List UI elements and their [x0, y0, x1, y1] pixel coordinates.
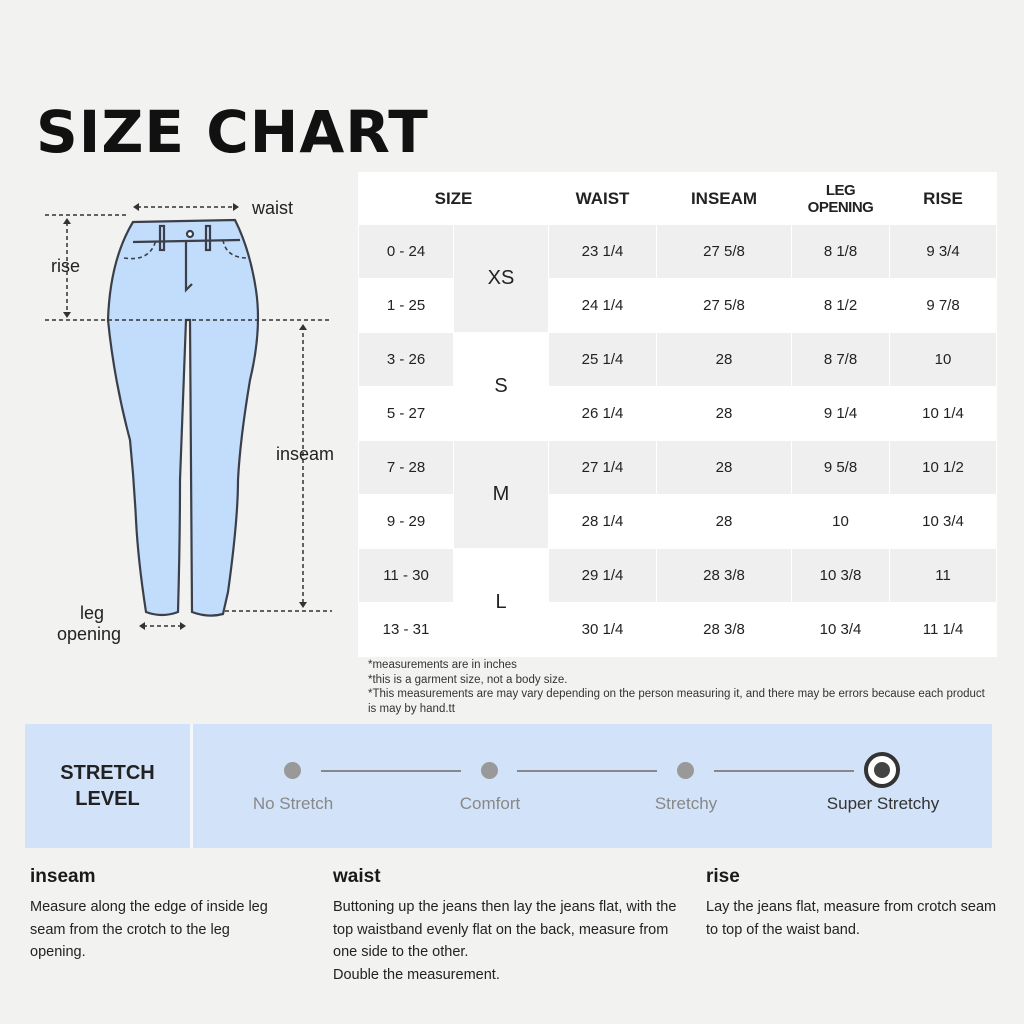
cell-leg-opening: 10 3/4 [791, 602, 891, 657]
cell-waist: 24 1/4 [548, 278, 658, 333]
cell-waist: 29 1/4 [548, 548, 658, 603]
header-leg-opening: LEG OPENING [791, 172, 891, 225]
table-row: 3 - 26 S 25 1/4 28 8 7/8 10 [358, 332, 998, 441]
cell-leg-opening: 10 [791, 494, 891, 549]
cell-rise: 11 [889, 548, 998, 603]
cell-size-letter: XS [452, 224, 550, 333]
cell-inseam: 28 [656, 494, 793, 549]
footnote: *measurements are in inches [368, 659, 517, 671]
definition-text: Measure along the edge of inside leg sea… [30, 899, 268, 960]
rise-label: rise [51, 256, 81, 276]
definition-term: inseam [30, 866, 96, 887]
cell-inseam: 28 [656, 386, 793, 441]
level-connector [714, 770, 854, 772]
level-label-no-stretch: No Stretch [252, 794, 334, 813]
footnotes: *measurements are in inches *this is a g… [368, 658, 988, 716]
cell-rise: 9 7/8 [889, 278, 998, 333]
leg-opening-label-line2: opening [57, 624, 122, 644]
cell-size-range: 5 - 27 [358, 386, 454, 441]
header-waist: WAIST [548, 172, 658, 225]
cell-size-letter: S [452, 332, 550, 441]
cell-waist: 28 1/4 [548, 494, 658, 549]
definition-term: rise [706, 866, 740, 887]
cell-rise: 10 3/4 [889, 494, 998, 549]
cell-waist: 30 1/4 [548, 602, 658, 657]
cell-size-range: 3 - 26 [358, 332, 454, 387]
size-table: SIZE WAIST INSEAM LEG OPENING RISE 0 - 2… [357, 172, 998, 657]
stretch-level-label: STRETCH LEVEL [25, 724, 193, 848]
level-dot-no-stretch [284, 762, 301, 779]
cell-leg-opening: 8 7/8 [791, 332, 891, 387]
definition-inseam: inseam Measure along the edge of inside … [30, 866, 330, 964]
cell-waist: 23 1/4 [548, 224, 658, 279]
level-label-super-stretchy: Super Stretchy [826, 794, 940, 813]
jeans-diagram [45, 203, 332, 630]
inseam-label: inseam [276, 444, 335, 464]
table-row: 9 - 29 28 1/4 28 10 10 3/4 [358, 494, 998, 549]
cell-size-range: 9 - 29 [358, 494, 454, 549]
cell-inseam: 28 3/8 [656, 602, 793, 657]
waist-label: waist [252, 198, 294, 218]
page-title: SIZE CHART [36, 98, 429, 166]
cell-waist: 27 1/4 [548, 440, 658, 495]
cell-size-range: 13 - 31 [358, 602, 454, 657]
cell-leg-opening: 8 1/2 [791, 278, 891, 333]
cell-inseam: 28 3/8 [656, 548, 793, 603]
cell-inseam: 27 5/8 [656, 224, 793, 279]
cell-rise: 9 3/4 [889, 224, 998, 279]
level-connector [517, 770, 657, 772]
definition-text: Buttoning up the jeans then lay the jean… [333, 899, 677, 960]
header-rise: RISE [889, 172, 998, 225]
level-dot-comfort [481, 762, 498, 779]
definition-waist: waist Buttoning up the jeans then lay th… [333, 866, 683, 986]
footnote: *This measurements are may vary dependin… [368, 688, 985, 715]
cell-rise: 10 [889, 332, 998, 387]
cell-inseam: 27 5/8 [656, 278, 793, 333]
cell-leg-opening: 10 3/8 [791, 548, 891, 603]
cell-rise: 10 1/4 [889, 386, 998, 441]
level-connector [321, 770, 461, 772]
definition-text-extra: Double the measurement. [333, 966, 500, 983]
cell-size-range: 0 - 24 [358, 224, 454, 279]
cell-inseam: 28 [656, 440, 793, 495]
table-row: 13 - 31 30 1/4 28 3/8 10 3/4 11 1/4 [358, 602, 998, 657]
cell-leg-opening: 8 1/8 [791, 224, 891, 279]
cell-inseam: 28 [656, 332, 793, 387]
table-row: 7 - 28 M 27 1/4 28 9 5/8 10 1/2 [358, 440, 998, 549]
level-selected-indicator [864, 752, 900, 788]
cell-size-range: 1 - 25 [358, 278, 454, 333]
stretch-label-line1: STRETCH [60, 762, 155, 784]
cell-rise: 10 1/2 [889, 440, 998, 495]
cell-leg-opening: 9 5/8 [791, 440, 891, 495]
level-dot-stretchy [677, 762, 694, 779]
cell-size-letter: M [452, 440, 550, 549]
table-row: 5 - 27 26 1/4 28 9 1/4 10 1/4 [358, 386, 998, 441]
header-size: SIZE [357, 172, 550, 225]
cell-size-range: 7 - 28 [358, 440, 454, 495]
cell-waist: 26 1/4 [548, 386, 658, 441]
table-row: 0 - 24 XS 23 1/4 27 5/8 8 1/8 9 3/4 [358, 224, 998, 333]
level-label-comfort: Comfort [459, 794, 521, 813]
cell-leg-opening: 9 1/4 [791, 386, 891, 441]
jeans-icon [106, 218, 260, 617]
table-row: 11 - 30 L 29 1/4 28 3/8 10 3/8 11 [358, 548, 998, 657]
level-label-stretchy: Stretchy [654, 794, 718, 813]
stretch-level-panel: STRETCH LEVEL No Stretch Comfort Stretchy… [25, 724, 992, 848]
cell-waist: 25 1/4 [548, 332, 658, 387]
stretch-label-line2: LEVEL [75, 788, 140, 810]
definition-text: Lay the jeans flat, measure from crotch … [706, 899, 997, 938]
header-inseam: INSEAM [656, 172, 793, 225]
cell-size-letter: L [452, 548, 550, 657]
definition-rise: rise Lay the jeans flat, measure from cr… [706, 866, 1006, 941]
table-header-row: SIZE WAIST INSEAM LEG OPENING RISE [357, 172, 998, 225]
footnote: *this is a garment size, not a body size… [368, 673, 568, 686]
cell-size-range: 11 - 30 [358, 548, 454, 603]
cell-rise: 11 1/4 [889, 602, 998, 657]
definition-term: waist [333, 866, 381, 887]
table-row: 1 - 25 24 1/4 27 5/8 8 1/2 9 7/8 [358, 278, 998, 333]
leg-opening-label-line1: leg [80, 603, 105, 623]
